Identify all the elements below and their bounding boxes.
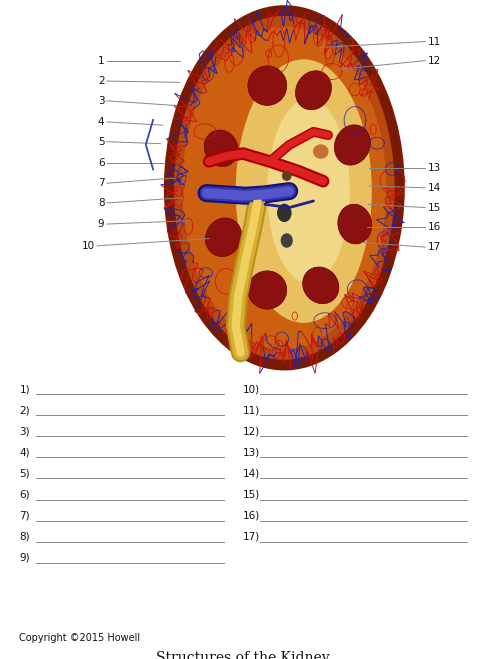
Text: 10: 10 <box>82 241 95 251</box>
Text: 15): 15) <box>243 490 260 500</box>
Ellipse shape <box>165 7 403 369</box>
Text: 6): 6) <box>19 490 30 500</box>
Ellipse shape <box>248 271 287 309</box>
Text: 13: 13 <box>428 163 441 173</box>
Ellipse shape <box>295 71 331 110</box>
Text: 17): 17) <box>243 532 260 542</box>
Text: 5: 5 <box>98 136 104 147</box>
Text: 15: 15 <box>428 202 441 213</box>
Text: 4: 4 <box>98 117 104 127</box>
Text: 14): 14) <box>243 469 260 478</box>
Text: 10): 10) <box>243 384 260 394</box>
Ellipse shape <box>334 125 370 165</box>
Text: 12: 12 <box>428 55 441 66</box>
Text: 8: 8 <box>98 198 104 208</box>
Text: 4): 4) <box>19 447 30 457</box>
Ellipse shape <box>248 66 287 105</box>
Text: 14: 14 <box>428 183 441 193</box>
Text: Copyright ©2015 Howell: Copyright ©2015 Howell <box>19 633 140 643</box>
Text: 1): 1) <box>19 384 30 394</box>
Ellipse shape <box>282 171 292 181</box>
Text: 12): 12) <box>243 426 260 436</box>
Ellipse shape <box>338 204 372 244</box>
Text: 16): 16) <box>243 511 260 521</box>
Ellipse shape <box>303 267 339 304</box>
Text: Structures of the Kidney: Structures of the Kidney <box>156 651 330 659</box>
Text: 7): 7) <box>19 511 30 521</box>
Text: 11: 11 <box>428 36 441 47</box>
Text: 17: 17 <box>428 242 441 252</box>
Text: 3): 3) <box>19 426 30 436</box>
Ellipse shape <box>281 233 293 248</box>
Ellipse shape <box>206 218 242 256</box>
Ellipse shape <box>313 144 329 159</box>
Ellipse shape <box>236 59 372 323</box>
Ellipse shape <box>182 26 386 349</box>
Text: 11): 11) <box>243 405 260 415</box>
Ellipse shape <box>267 99 350 283</box>
Text: 5): 5) <box>19 469 30 478</box>
Text: 9: 9 <box>98 219 104 229</box>
Text: 16: 16 <box>428 222 441 233</box>
Text: 1: 1 <box>98 55 104 66</box>
Ellipse shape <box>277 204 292 222</box>
Text: 2: 2 <box>98 76 104 86</box>
Text: 3: 3 <box>98 96 104 106</box>
Ellipse shape <box>204 130 238 167</box>
Ellipse shape <box>174 16 395 360</box>
Text: 7: 7 <box>98 178 104 188</box>
Text: 9): 9) <box>19 553 30 563</box>
Text: 13): 13) <box>243 447 260 457</box>
Text: 8): 8) <box>19 532 30 542</box>
Text: 2): 2) <box>19 405 30 415</box>
Text: 6: 6 <box>98 158 104 168</box>
